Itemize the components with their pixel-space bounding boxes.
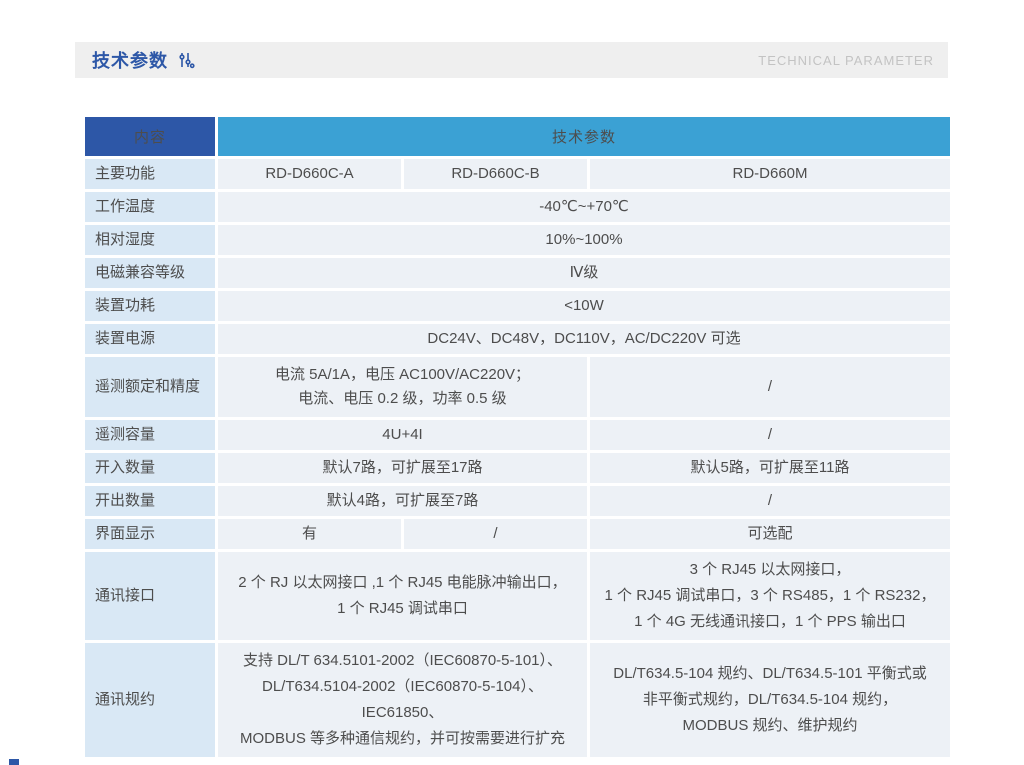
page-corner-decoration	[9, 759, 19, 765]
cell-value: 3 个 RJ45 以太网接口， 1 个 RJ45 调试串口，3 个 RS485，…	[590, 552, 950, 640]
cell-value: /	[590, 357, 950, 417]
cell-line: 3 个 RJ45 以太网接口，	[689, 561, 851, 578]
table-header-params: 技术参数	[218, 117, 950, 156]
row-label: 遥测额定和精度	[85, 357, 215, 417]
row-label: 工作温度	[85, 192, 215, 222]
cell-line: 支持 DL/T 634.5101-2002（IEC60870-5-101）、	[242, 652, 563, 669]
row-label: 通讯接口	[85, 552, 215, 640]
table-row: 装置功耗 <10W	[85, 291, 950, 321]
table-row: 相对湿度 10%~100%	[85, 225, 950, 255]
table-row: 遥测容量 4U+4I /	[85, 420, 950, 450]
cell-value: 2 个 RJ 以太网接口 ,1 个 RJ45 电能脉冲输出口， 1 个 RJ45…	[218, 552, 587, 640]
cell-value: RD-D660C-A	[218, 159, 401, 189]
page-title-english: TECHNICAL PARAMETER	[758, 52, 934, 68]
cell-value: /	[590, 486, 950, 516]
cell-value: 支持 DL/T 634.5101-2002（IEC60870-5-101）、 D…	[218, 643, 587, 757]
row-label: 开出数量	[85, 486, 215, 516]
section-title-group: 技术参数	[92, 47, 195, 73]
cell-value: 可选配	[590, 519, 950, 549]
cell-value: RD-D660C-B	[404, 159, 587, 189]
row-label: 通讯规约	[85, 643, 215, 757]
table-row: 遥测额定和精度 电流 5A/1A，电压 AC100V/AC220V； 电流、电压…	[85, 357, 950, 417]
row-label: 主要功能	[85, 159, 215, 189]
cell-value: /	[404, 519, 587, 549]
cell-value: /	[590, 420, 950, 450]
cell-value: Ⅳ级	[218, 258, 950, 288]
table-header-row: 内容 技术参数	[85, 117, 950, 156]
sliders-icon	[177, 51, 195, 69]
row-label: 电磁兼容等级	[85, 258, 215, 288]
cell-line: DL/T634.5-104 规约、DL/T634.5-101 平衡式或	[613, 665, 927, 682]
cell-value: -40℃~+70℃	[218, 192, 950, 222]
cell-line: 1 个 4G 无线通讯接口，1 个 PPS 输出口	[634, 613, 906, 630]
cell-line: 1 个 RJ45 调试串口	[337, 600, 468, 617]
cell-value: <10W	[218, 291, 950, 321]
table-row: 装置电源 DC24V、DC48V，DC110V，AC/DC220V 可选	[85, 324, 950, 354]
cell-line: MODBUS 规约、维护规约	[682, 717, 858, 734]
cell-line: 1 个 RJ45 调试串口，3 个 RS485，1 个 RS232，	[604, 587, 936, 604]
table-row: 电磁兼容等级 Ⅳ级	[85, 258, 950, 288]
cell-value: DC24V、DC48V，DC110V，AC/DC220V 可选	[218, 324, 950, 354]
row-label: 界面显示	[85, 519, 215, 549]
row-label: 装置电源	[85, 324, 215, 354]
section-header: 技术参数 TECHNICAL PARAMETER	[75, 42, 948, 78]
cell-line: DL/T634.5104-2002（IEC60870-5-104）、IEC618…	[261, 678, 543, 721]
cell-value: DL/T634.5-104 规约、DL/T634.5-101 平衡式或 非平衡式…	[590, 643, 950, 757]
table-row: 界面显示 有 / 可选配	[85, 519, 950, 549]
cell-line: 2 个 RJ 以太网接口 ,1 个 RJ45 电能脉冲输出口，	[238, 574, 567, 591]
table-header-content: 内容	[85, 117, 215, 156]
cell-value: 默认5路，可扩展至11路	[590, 453, 950, 483]
cell-value: 4U+4I	[218, 420, 587, 450]
cell-line: 电流、电压 0.2 级，功率 0.5 级	[298, 390, 507, 407]
cell-value: 有	[218, 519, 401, 549]
cell-value: 默认4路，可扩展至7路	[218, 486, 587, 516]
page-title: 技术参数	[92, 51, 168, 71]
row-label: 开入数量	[85, 453, 215, 483]
table-row: 工作温度 -40℃~+70℃	[85, 192, 950, 222]
spec-table: 内容 技术参数 主要功能 RD-D660C-A RD-D660C-B RD-D6…	[82, 114, 953, 760]
cell-value: 10%~100%	[218, 225, 950, 255]
table-row: 通讯规约 支持 DL/T 634.5101-2002（IEC60870-5-10…	[85, 643, 950, 757]
row-label: 遥测容量	[85, 420, 215, 450]
spec-table-container: 内容 技术参数 主要功能 RD-D660C-A RD-D660C-B RD-D6…	[82, 114, 953, 760]
table-row: 通讯接口 2 个 RJ 以太网接口 ,1 个 RJ45 电能脉冲输出口， 1 个…	[85, 552, 950, 640]
cell-line: 非平衡式规约，DL/T634.5-104 规约，	[642, 691, 898, 708]
cell-value: RD-D660M	[590, 159, 950, 189]
cell-value: 默认7路，可扩展至17路	[218, 453, 587, 483]
table-row: 开入数量 默认7路，可扩展至17路 默认5路，可扩展至11路	[85, 453, 950, 483]
cell-value: 电流 5A/1A，电压 AC100V/AC220V； 电流、电压 0.2 级，功…	[218, 357, 587, 417]
row-label: 装置功耗	[85, 291, 215, 321]
row-label: 相对湿度	[85, 225, 215, 255]
table-row: 主要功能 RD-D660C-A RD-D660C-B RD-D660M	[85, 159, 950, 189]
cell-line: MODBUS 等多种通信规约，并可按需要进行扩充	[239, 730, 565, 747]
cell-line: 电流 5A/1A，电压 AC100V/AC220V；	[274, 366, 531, 383]
table-row: 开出数量 默认4路，可扩展至7路 /	[85, 486, 950, 516]
